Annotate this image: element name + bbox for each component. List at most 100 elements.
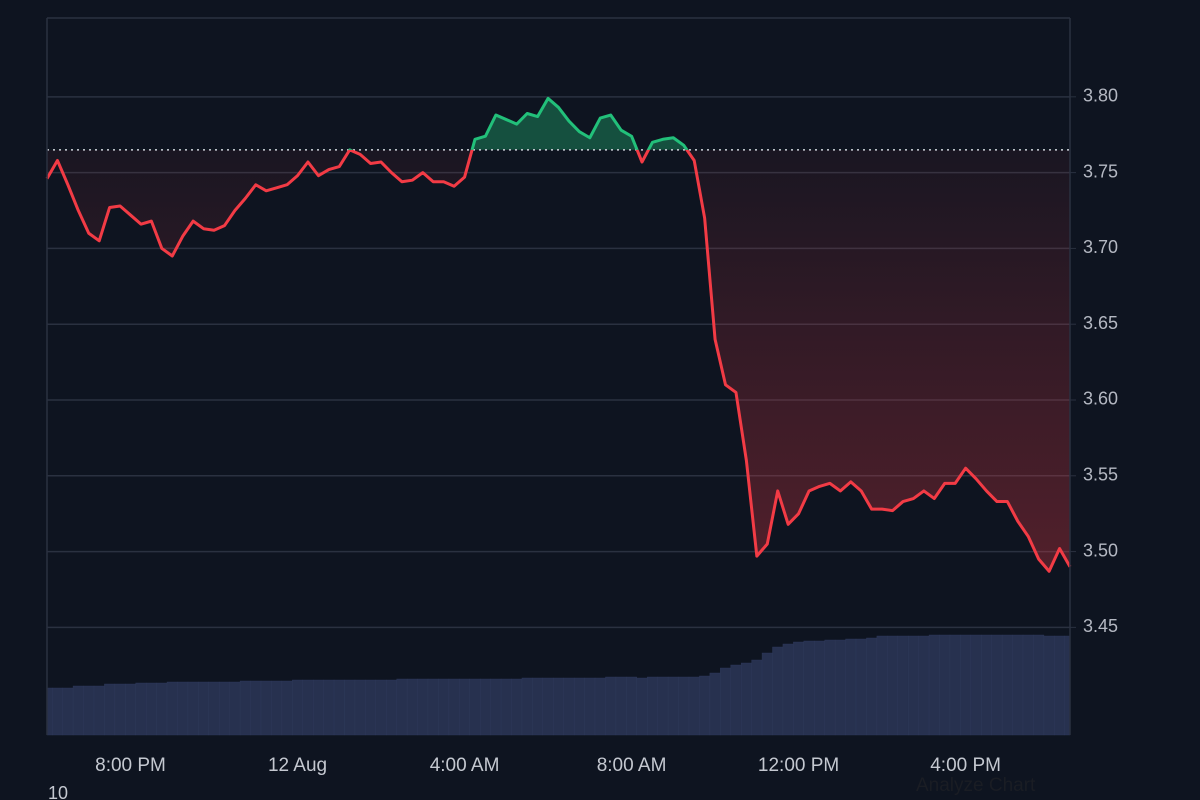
volume-bar <box>469 678 481 736</box>
y-tick-label: 3.65 <box>1083 313 1118 333</box>
volume-bar <box>803 640 815 736</box>
volume-bar <box>72 685 84 736</box>
volume-bar <box>365 679 377 736</box>
volume-axis-label: 10 <box>48 783 68 800</box>
area-up <box>47 98 1070 150</box>
volume-bar <box>271 680 283 736</box>
volume-bar <box>720 667 731 736</box>
volume-bar <box>605 676 617 736</box>
volume-bar <box>740 662 752 736</box>
volume-bar <box>145 682 157 736</box>
volume-bar <box>615 676 627 736</box>
volume-bar <box>292 679 303 736</box>
y-tick-label: 3.75 <box>1083 161 1118 181</box>
volume-bar <box>960 634 972 736</box>
volume-bar <box>354 679 366 736</box>
volume-bar <box>490 678 502 736</box>
x-tick-label: 12:00 PM <box>758 755 839 776</box>
volume-bar <box>730 664 742 736</box>
volume-bar <box>521 677 533 736</box>
volume-bar <box>782 643 794 736</box>
y-tick-label: 3.50 <box>1083 540 1118 560</box>
volume-bar <box>636 677 648 736</box>
volume-bar <box>918 635 930 736</box>
volume-bar <box>657 676 669 736</box>
volume-bar <box>459 678 470 736</box>
volume-bar <box>187 681 199 736</box>
volume-bar <box>1054 635 1065 736</box>
volume-bar <box>897 635 909 736</box>
volume-bar <box>250 680 262 736</box>
volume-bar <box>573 677 585 736</box>
x-tick-label: 12 Aug <box>268 755 327 776</box>
volume-bar <box>928 634 940 736</box>
volume-bar <box>647 676 658 736</box>
volume-bar <box>281 680 293 736</box>
volume-bar <box>323 679 335 736</box>
volume-bar <box>229 681 241 736</box>
area-down <box>47 149 1070 572</box>
volume-bar <box>156 682 168 736</box>
x-tick-label: 4:00 AM <box>430 755 500 776</box>
volume-bar <box>834 639 846 736</box>
volume-bar <box>239 680 251 736</box>
y-tick-label: 3.55 <box>1083 465 1118 485</box>
y-tick-label: 3.60 <box>1083 389 1118 409</box>
x-tick-label: 8:00 AM <box>597 755 667 776</box>
volume-bar <box>114 683 126 736</box>
volume-bar <box>427 678 439 736</box>
volume-bar <box>970 634 982 736</box>
x-tick-label: 8:00 PM <box>95 755 166 776</box>
volume-bar <box>1033 634 1045 736</box>
volume-bar <box>386 679 397 736</box>
volume-bar <box>302 679 314 736</box>
volume-bar <box>824 639 836 736</box>
volume-bar <box>688 676 700 736</box>
volume-bar <box>626 676 637 736</box>
volume-bar <box>553 677 564 736</box>
volume-bar <box>678 676 690 736</box>
volume-bar <box>699 675 711 736</box>
volume-bar <box>907 635 919 736</box>
volume-bar <box>584 677 596 736</box>
volume-bar <box>208 681 220 736</box>
volume-bar <box>438 678 450 736</box>
y-tick-label: 3.45 <box>1083 616 1118 636</box>
volume-bar <box>949 634 961 736</box>
volume-bar <box>500 678 512 736</box>
volume-bar <box>406 678 418 736</box>
volume-bar <box>887 635 898 736</box>
volume-bar <box>866 637 878 736</box>
volume-bar <box>375 679 387 736</box>
volume-bar <box>761 652 773 736</box>
volume-bar <box>312 679 324 736</box>
volume-bar <box>344 679 356 736</box>
volume-bar <box>667 676 679 736</box>
volume-bar <box>83 685 95 736</box>
volume-bar <box>125 683 136 736</box>
volume-bar <box>333 679 345 736</box>
volume-bar <box>981 634 992 736</box>
volume-bar <box>260 680 272 736</box>
volume-bar <box>1043 635 1055 736</box>
volume-bar <box>1064 635 1071 736</box>
volume-bar <box>198 681 210 736</box>
volume-bar <box>793 641 805 736</box>
volume-bar <box>991 634 1003 736</box>
y-tick-label: 3.80 <box>1083 86 1118 106</box>
volume-bar <box>709 672 721 736</box>
x-tick-label: 4:00 PM <box>930 755 1001 776</box>
volume-bar <box>939 634 951 736</box>
volume-bar <box>563 677 575 736</box>
volume-bar <box>104 683 116 736</box>
price-line-up <box>347 96 689 150</box>
volume-bar <box>46 687 53 736</box>
volume-bar <box>396 678 408 736</box>
volume-bar <box>511 678 523 736</box>
volume-bar <box>542 677 554 736</box>
volume-bar <box>772 646 784 736</box>
volume-bar <box>1012 634 1024 736</box>
analyze-button[interactable]: Analyze Chart <box>916 775 1036 796</box>
